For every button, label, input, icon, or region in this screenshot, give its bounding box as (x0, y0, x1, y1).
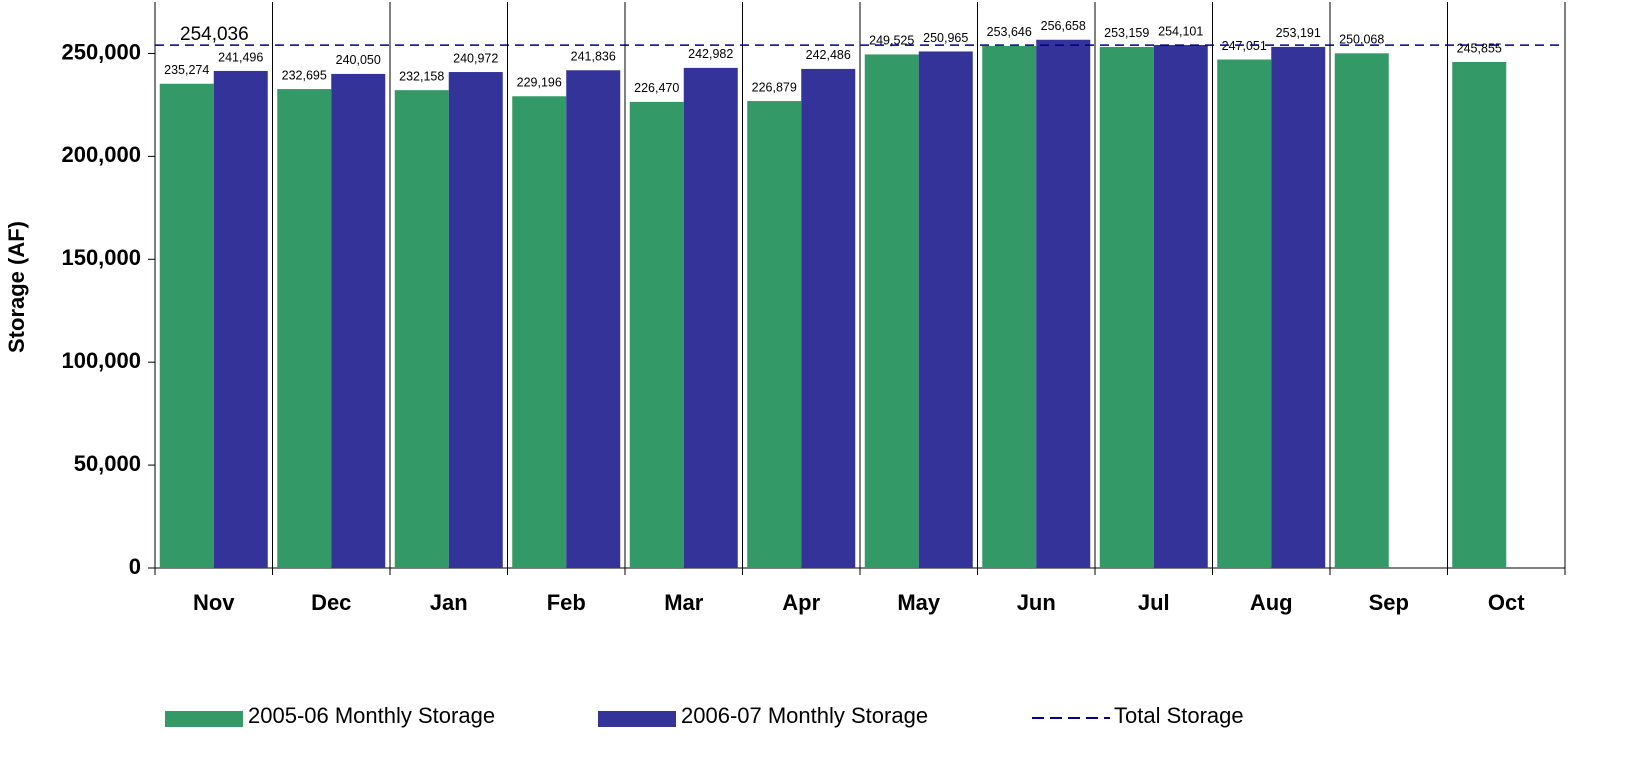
data-label: 247,051 (1222, 39, 1267, 53)
legend-label: 2005-06 Monthly Storage (248, 703, 495, 728)
legend-swatch (598, 711, 676, 727)
bar (1036, 39, 1091, 569)
bar (747, 101, 802, 568)
data-label: 253,646 (987, 25, 1032, 39)
legend-label: 2006-07 Monthly Storage (681, 703, 928, 728)
bar (1099, 46, 1154, 568)
data-label: 232,158 (399, 69, 444, 83)
bar (277, 89, 332, 568)
data-label: 241,836 (571, 50, 616, 64)
data-label: 250,965 (923, 31, 968, 45)
x-tick-label: Oct (1488, 590, 1525, 615)
bar (801, 68, 856, 568)
bar (1153, 45, 1208, 569)
bar (1334, 53, 1389, 569)
x-tick-label: Sep (1369, 590, 1409, 615)
bar (1452, 61, 1507, 568)
data-label: 250,068 (1339, 33, 1384, 47)
data-label: 242,486 (806, 48, 851, 62)
bar (1271, 46, 1326, 568)
reference-label: 254,036 (180, 24, 249, 45)
bar (159, 83, 214, 568)
bar (448, 72, 503, 568)
data-label: 226,470 (634, 81, 679, 95)
data-label: 254,101 (1158, 24, 1203, 38)
bar (512, 96, 567, 569)
bar (683, 67, 738, 568)
data-label: 242,982 (688, 47, 733, 61)
data-label: 253,159 (1104, 26, 1149, 40)
bar (629, 101, 684, 569)
data-label: 245,855 (1457, 41, 1502, 55)
data-label: 240,050 (336, 53, 381, 67)
x-tick-label: Apr (782, 590, 820, 615)
bar (394, 90, 449, 568)
y-axis-label: Storage (AF) (4, 221, 29, 353)
data-label: 226,879 (752, 80, 797, 94)
x-tick-label: Dec (311, 590, 351, 615)
x-tick-label: Jan (430, 590, 468, 615)
legend-swatch (165, 711, 243, 727)
bar (918, 51, 973, 569)
bar (213, 70, 268, 568)
bar (1217, 59, 1272, 569)
y-tick-label: 50,000 (74, 451, 141, 476)
legend-label: Total Storage (1114, 703, 1244, 728)
data-label: 256,658 (1041, 19, 1086, 33)
data-label: 240,972 (453, 51, 498, 65)
x-tick-label: May (897, 590, 941, 615)
data-label: 249,525 (869, 34, 914, 48)
y-tick-label: 150,000 (61, 245, 141, 270)
x-tick-label: Nov (193, 590, 235, 615)
data-label: 241,496 (218, 50, 263, 64)
data-label: 232,695 (282, 68, 327, 82)
bar (331, 73, 386, 568)
bar (982, 45, 1037, 568)
x-tick-label: Aug (1250, 590, 1293, 615)
data-label: 235,274 (164, 63, 209, 77)
x-tick-label: Jun (1017, 590, 1056, 615)
data-label: 229,196 (517, 76, 562, 90)
x-tick-label: Mar (664, 590, 704, 615)
bar (566, 70, 621, 569)
y-tick-label: 100,000 (61, 348, 141, 373)
bar (864, 54, 919, 568)
y-tick-label: 250,000 (61, 39, 141, 64)
x-tick-label: Feb (547, 590, 586, 615)
y-tick-label: 0 (129, 554, 141, 579)
x-tick-label: Jul (1138, 590, 1170, 615)
y-tick-label: 200,000 (61, 142, 141, 167)
data-label: 253,191 (1276, 26, 1321, 40)
